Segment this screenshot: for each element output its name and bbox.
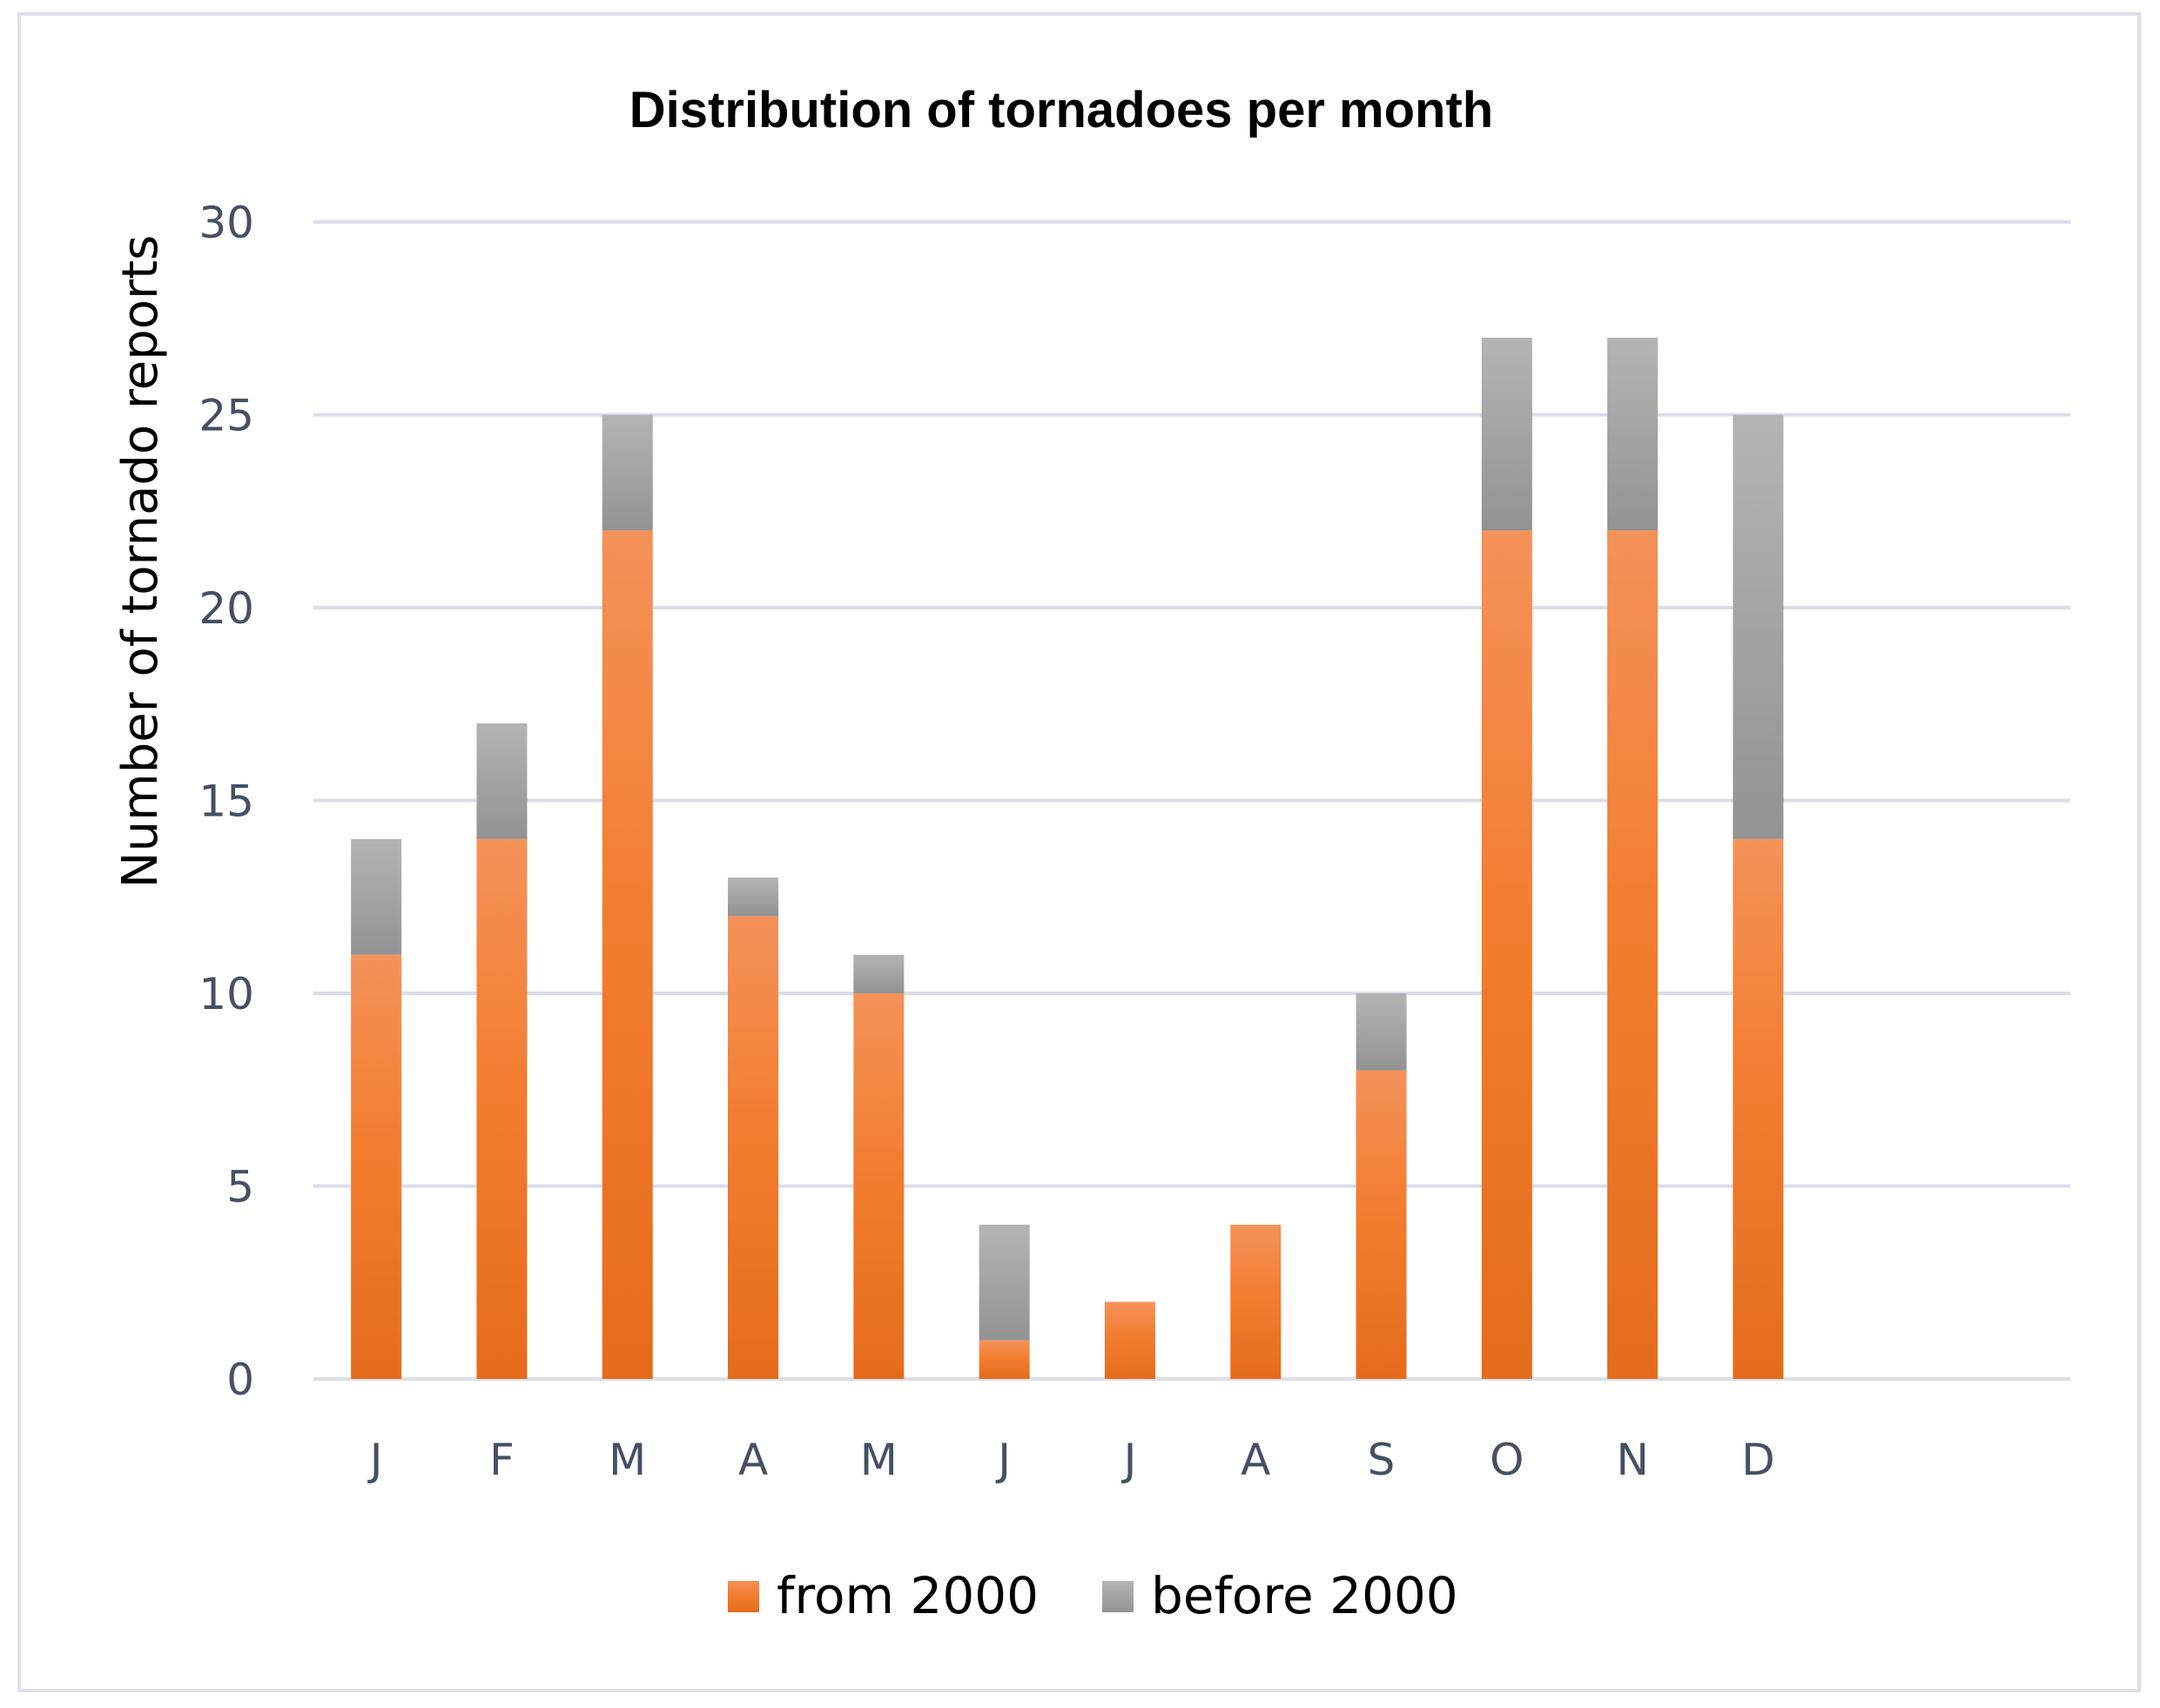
bar-from-2000-3 xyxy=(602,530,653,1379)
bar-before-2000-2 xyxy=(476,723,528,839)
bar-from-2000-7 xyxy=(1104,1301,1155,1379)
bar-from-2000-2 xyxy=(476,838,528,1379)
bar-before-2000-10 xyxy=(1481,337,1532,531)
x-tick-label: A xyxy=(1241,1435,1270,1485)
x-tick-label: D xyxy=(1741,1435,1775,1485)
y-axis-label: Number of tornado reports xyxy=(112,235,169,888)
x-tick-label: O xyxy=(1490,1435,1524,1485)
y-tick-labels: 0 5 10 15 20 25 30 xyxy=(199,198,254,1405)
x-tick-label: N xyxy=(1616,1435,1648,1485)
y-tick-label: 15 xyxy=(199,777,254,827)
legend-swatch-from-2000 xyxy=(728,1581,759,1612)
y-tick-label: 20 xyxy=(199,583,254,634)
bar-from-2000-10 xyxy=(1481,530,1532,1379)
bar-from-2000-5 xyxy=(853,993,905,1379)
y-tick-label: 30 xyxy=(199,198,254,248)
bar-from-2000-8 xyxy=(1230,1224,1282,1379)
x-tick-label: M xyxy=(860,1435,898,1485)
chart-title: Distribution of tornadoes per month xyxy=(629,82,1493,138)
legend-label-before-2000: before 2000 xyxy=(1151,1566,1458,1625)
bar-from-2000-4 xyxy=(728,916,779,1379)
legend-swatch-before-2000 xyxy=(1102,1581,1134,1612)
bar-before-2000-4 xyxy=(728,878,779,917)
x-tick-label: J xyxy=(367,1435,383,1485)
y-tick-label: 10 xyxy=(199,969,254,1019)
x-tick-label: F xyxy=(489,1435,515,1485)
x-tick-label: M xyxy=(609,1435,646,1485)
x-tick-label: J xyxy=(1121,1435,1137,1485)
bar-before-2000-1 xyxy=(351,838,402,955)
bar-before-2000-12 xyxy=(1733,414,1784,839)
legend-label-from-2000: from 2000 xyxy=(777,1566,1039,1625)
bar-before-2000-9 xyxy=(1356,993,1407,1071)
gridlines xyxy=(313,220,2070,1381)
y-tick-label: 0 xyxy=(226,1355,254,1405)
bar-before-2000-3 xyxy=(602,414,653,531)
bar-before-2000-5 xyxy=(853,954,905,993)
bar-from-2000-11 xyxy=(1607,530,1659,1379)
legend: from 2000 before 2000 xyxy=(728,1566,1458,1625)
y-tick-label: 5 xyxy=(226,1162,254,1213)
x-tick-label: J xyxy=(995,1435,1011,1485)
bar-before-2000-11 xyxy=(1607,337,1659,531)
y-tick-label: 25 xyxy=(199,391,254,441)
bar-from-2000-9 xyxy=(1356,1070,1407,1379)
bar-from-2000-1 xyxy=(351,954,402,1379)
bars xyxy=(351,337,1784,1379)
bar-from-2000-12 xyxy=(1733,838,1784,1379)
x-tick-label: S xyxy=(1368,1435,1396,1485)
x-tick-label: A xyxy=(738,1435,768,1485)
bar-before-2000-6 xyxy=(979,1224,1030,1341)
bar-from-2000-6 xyxy=(979,1340,1030,1379)
